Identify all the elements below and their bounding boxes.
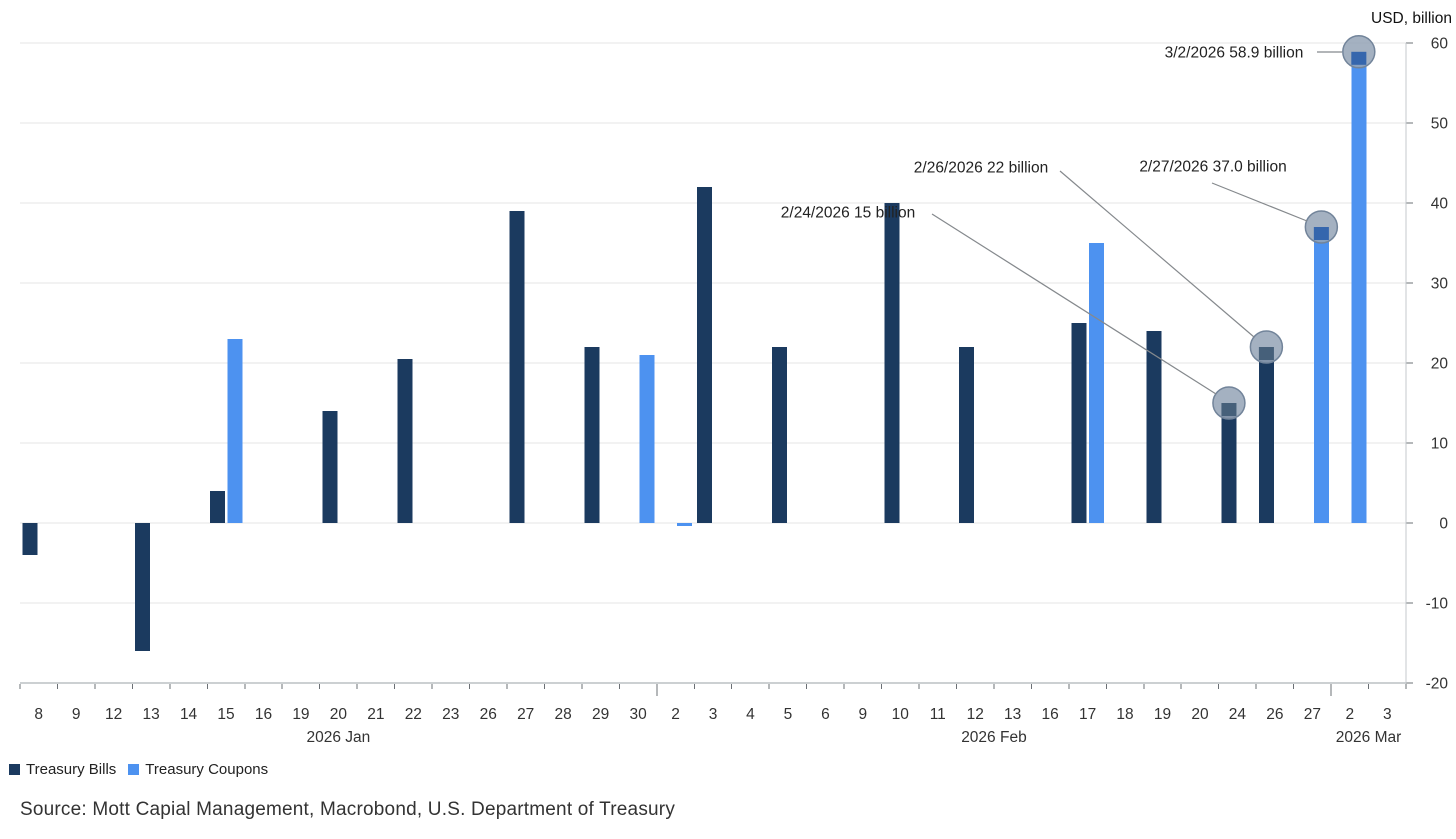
x-tick-label: 12 bbox=[105, 706, 122, 723]
bar-treasury-bills-27 bbox=[509, 211, 525, 523]
y-tick-label--10: -10 bbox=[1426, 596, 1449, 613]
y-tick-label--20: -20 bbox=[1426, 676, 1449, 693]
x-tick-label: 30 bbox=[629, 706, 647, 723]
y-tick-label-20: 20 bbox=[1431, 356, 1449, 373]
x-tick-label: 2 bbox=[1345, 706, 1354, 723]
x-tick-label: 26 bbox=[480, 706, 497, 723]
bar-treasury-bills-22 bbox=[397, 359, 413, 523]
treasury-coupons-swatch-icon bbox=[128, 764, 140, 775]
bar-treasury-bills-17 bbox=[1071, 323, 1087, 523]
bar-treasury-bills-12 bbox=[959, 347, 975, 523]
bar-treasury-bills-19 bbox=[1146, 331, 1162, 523]
x-tick-label: 13 bbox=[1004, 706, 1021, 723]
x-tick-label: 20 bbox=[330, 706, 348, 723]
x-tick-label: 9 bbox=[72, 706, 81, 723]
x-tick-label: 16 bbox=[255, 706, 272, 723]
bar-treasury-bills-10 bbox=[884, 203, 900, 523]
y-tick-label-40: 40 bbox=[1431, 196, 1449, 213]
x-tick-label: 27 bbox=[1304, 706, 1321, 723]
x-tick-label: 19 bbox=[1154, 706, 1171, 723]
x-tick-label: 14 bbox=[180, 706, 198, 723]
bar-treasury-bills-20 bbox=[322, 411, 338, 523]
annotation-label: 3/2/2026 58.9 billion bbox=[1165, 45, 1304, 62]
annotation-label: 2/27/2026 37.0 billion bbox=[1139, 159, 1286, 176]
bar-treasury-coupons-2 bbox=[677, 523, 693, 527]
x-tick-label: 17 bbox=[1079, 706, 1096, 723]
y-tick-label-10: 10 bbox=[1431, 436, 1449, 453]
x-tick-label: 27 bbox=[517, 706, 534, 723]
bar-treasury-bills-13 bbox=[135, 523, 151, 651]
bar-treasury-coupons-30 bbox=[639, 355, 655, 523]
x-tick-label: 28 bbox=[555, 706, 572, 723]
bar-treasury-bills-29 bbox=[584, 347, 600, 523]
x-tick-label: 9 bbox=[859, 706, 868, 723]
treasury-coupons-legend-label: Treasury Coupons bbox=[145, 761, 269, 778]
month-label: 2026 Feb bbox=[961, 729, 1027, 746]
annotation-label: 2/24/2026 15 billion bbox=[781, 205, 915, 222]
x-tick-label: 22 bbox=[405, 706, 422, 723]
x-tick-label: 11 bbox=[930, 706, 946, 723]
bar-treasury-coupons-27 bbox=[1313, 227, 1329, 523]
bar-treasury-bills-26 bbox=[1258, 347, 1274, 523]
x-tick-label: 8 bbox=[34, 706, 43, 723]
x-tick-label: 6 bbox=[821, 706, 830, 723]
x-tick-label: 21 bbox=[367, 706, 384, 723]
month-label: 2026 Mar bbox=[1336, 729, 1401, 746]
bar-treasury-bills-15 bbox=[210, 491, 226, 523]
x-tick-label: 23 bbox=[442, 706, 459, 723]
y-tick-label-0: 0 bbox=[1439, 516, 1448, 533]
x-tick-label: 24 bbox=[1229, 706, 1247, 723]
x-tick-label: 19 bbox=[292, 706, 309, 723]
annotation-label: 2/26/2026 22 billion bbox=[914, 160, 1048, 177]
annotation-leader-line bbox=[931, 213, 1217, 395]
x-tick-label: 3 bbox=[709, 706, 718, 723]
y-tick-label-60: 60 bbox=[1431, 36, 1449, 53]
x-tick-label: 13 bbox=[142, 706, 159, 723]
x-tick-label: 15 bbox=[217, 706, 234, 723]
bar-treasury-coupons-15 bbox=[227, 339, 243, 523]
y-tick-label-50: 50 bbox=[1431, 116, 1449, 133]
x-tick-label: 5 bbox=[784, 706, 793, 723]
bar-treasury-bills-3 bbox=[697, 187, 712, 523]
bar-treasury-bills-8 bbox=[22, 523, 38, 555]
x-tick-label: 4 bbox=[746, 706, 755, 723]
marker-point bbox=[1351, 51, 1367, 65]
x-tick-label: 2 bbox=[671, 706, 680, 723]
y-tick-label-30: 30 bbox=[1431, 276, 1449, 293]
x-tick-label: 3 bbox=[1383, 706, 1392, 723]
treasury-bills-swatch-icon bbox=[9, 764, 20, 775]
bar-treasury-coupons-17 bbox=[1089, 243, 1105, 523]
bar-treasury-coupons-2 bbox=[1351, 51, 1367, 524]
x-tick-label: 10 bbox=[892, 706, 910, 723]
legend-item-treasury-bills: Treasury Bills bbox=[9, 761, 116, 778]
legend-item-treasury-coupons: Treasury Coupons bbox=[128, 761, 268, 778]
marker-point bbox=[1258, 347, 1274, 360]
source-text: Source: Mott Capial Management, Macrobon… bbox=[20, 799, 676, 820]
month-label: 2026 Jan bbox=[307, 729, 371, 746]
treasury-bills-legend-label: Treasury Bills bbox=[26, 761, 117, 778]
x-tick-label: 20 bbox=[1191, 706, 1209, 723]
annotation-leader-line bbox=[1059, 170, 1255, 338]
x-tick-label: 18 bbox=[1116, 706, 1133, 723]
marker-point bbox=[1221, 403, 1237, 416]
x-tick-label: 16 bbox=[1042, 706, 1059, 723]
marker-point bbox=[1313, 227, 1329, 240]
x-tick-label: 12 bbox=[967, 706, 984, 723]
y-axis-title: USD, billion bbox=[1371, 10, 1452, 27]
x-tick-label: 26 bbox=[1266, 706, 1283, 723]
x-tick-label: 29 bbox=[592, 706, 609, 723]
annotation-leader-line bbox=[1211, 182, 1308, 222]
bar-treasury-bills-5 bbox=[771, 347, 787, 523]
bar-treasury-bills-24 bbox=[1221, 403, 1237, 523]
chart-legend: Treasury Bills Treasury Coupons bbox=[9, 761, 280, 778]
